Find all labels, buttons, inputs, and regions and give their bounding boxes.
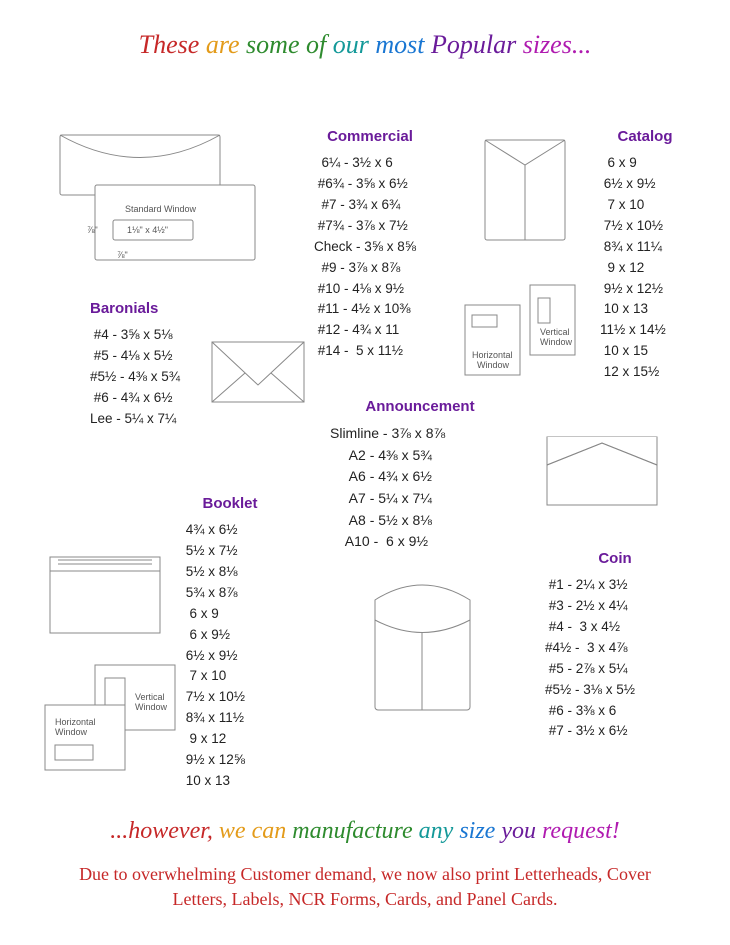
tagline: ...however, we can manufacture any size … (0, 818, 730, 845)
svg-text:Window: Window (135, 702, 168, 712)
catalog-heading: Catalog (590, 128, 700, 145)
catalog-section: Catalog 6 x 9 6½ x 9½ 7 x 10 7½ x 10½ 8¾… (590, 128, 700, 383)
svg-text:⅞": ⅞" (117, 250, 128, 260)
baronials-sizes: #4 - 3⅝ x 5⅛ #5 - 4⅛ x 5½ #5½ - 4⅜ x 5¾ … (90, 325, 220, 430)
commercial-heading: Commercial (300, 128, 440, 145)
svg-text:Horizontal: Horizontal (472, 350, 513, 360)
baronials-section: Baronials #4 - 3⅝ x 5⅛ #5 - 4⅛ x 5½ #5½ … (90, 300, 220, 430)
headline: These are some of our most Popular sizes… (0, 30, 730, 60)
booklet-sizes: 4¾ x 6½ 5½ x 7½ 5½ x 8⅛ 5¾ x 8⅞ 6 x 9 6 … (182, 520, 290, 792)
announcement-envelope-illustration (545, 435, 665, 515)
svg-text:⅞": ⅞" (87, 225, 98, 235)
catalog-sizes: 6 x 9 6½ x 9½ 7 x 10 7½ x 10½ 8¾ x 11¼ 9… (600, 153, 700, 383)
catalog-envelope-illustration (480, 135, 580, 255)
window-dim-label: 1⅛" x 4½" (127, 225, 168, 235)
coin-heading: Coin (545, 550, 685, 567)
svg-text:Vertical: Vertical (135, 692, 165, 702)
svg-text:Window: Window (477, 360, 510, 370)
baronials-heading: Baronials (90, 300, 220, 317)
booklet-heading: Booklet (170, 495, 290, 512)
page: These are some of our most Popular sizes… (0, 0, 730, 945)
announcement-section: Announcement Slimline - 3⅞ x 8⅞ A2 - 4⅜ … (330, 398, 510, 553)
envelope-commercial-icon: Standard Window 1⅛" x 4½" ⅞" ⅞" (55, 130, 265, 280)
coin-section: Coin #1 - 2¼ x 3½ #3 - 2½ x 4¼ #4 - 3 x … (545, 550, 685, 742)
bottom-note: Due to overwhelming Customer demand, we … (50, 862, 680, 912)
svg-text:Vertical: Vertical (540, 327, 570, 337)
catalog-window-envelopes: Horizontal Window Vertical Window (460, 280, 590, 390)
coin-envelope-illustration (370, 580, 480, 720)
commercial-section: Commercial 6¼ - 3½ x 6 #6¾ - 3⅝ x 6½ #7 … (300, 128, 440, 362)
envelope-booklet-icon (48, 555, 168, 645)
envelope-announcement-icon (545, 435, 665, 515)
coin-sizes: #1 - 2¼ x 3½ #3 - 2½ x 4¼ #4 - 3 x 4½ #4… (545, 575, 685, 742)
standard-window-label: Standard Window (125, 204, 197, 214)
envelope-baronial-icon (210, 340, 310, 410)
svg-text:Window: Window (55, 727, 88, 737)
commercial-envelope-illustration: Standard Window 1⅛" x 4½" ⅞" ⅞" (55, 130, 265, 280)
announcement-sizes: Slimline - 3⅞ x 8⅞ A2 - 4⅜ x 5¾ A6 - 4¾ … (330, 423, 510, 553)
envelope-catalog-icon (480, 135, 580, 255)
svg-text:Window: Window (540, 337, 573, 347)
svg-text:Horizontal: Horizontal (55, 717, 96, 727)
announcement-heading: Announcement (330, 398, 510, 415)
booklet-envelope-illustration (48, 555, 168, 645)
envelope-coin-icon (370, 580, 480, 720)
booklet-window-envelopes: Vertical Window Horizontal Window (40, 660, 190, 780)
commercial-sizes: 6¼ - 3½ x 6 #6¾ - 3⅝ x 6½ #7 - 3¾ x 6¾ #… (314, 153, 440, 362)
baronial-envelope-illustration (210, 340, 310, 410)
